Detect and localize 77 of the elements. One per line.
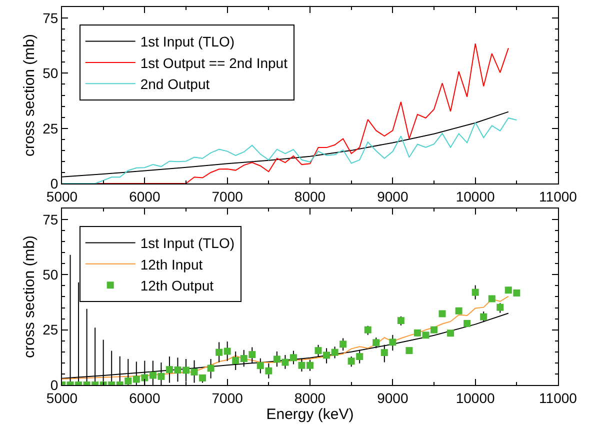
point <box>488 295 496 302</box>
point <box>256 362 264 370</box>
line-series <box>62 296 509 380</box>
x-tick-label: 6000 <box>129 188 160 204</box>
point <box>447 330 454 337</box>
legend-label: 1st Input (TLO) <box>140 34 235 50</box>
legend-label: 12th Input <box>140 256 203 272</box>
point <box>149 372 156 379</box>
y-tick-label: 25 <box>42 120 58 136</box>
point <box>298 362 306 369</box>
point <box>265 367 272 374</box>
x-tick-label: 9000 <box>377 390 408 406</box>
point <box>224 348 231 355</box>
point <box>190 368 198 376</box>
point <box>438 310 446 318</box>
point <box>356 353 364 360</box>
y-tick-label: 50 <box>42 65 58 82</box>
point <box>240 355 248 362</box>
y-tick-label: 75 <box>42 211 58 228</box>
x-tick-label: 7000 <box>212 390 244 406</box>
x-tick-label: 11000 <box>539 390 578 406</box>
y-axis-title: cross section (mb) <box>20 34 38 157</box>
point <box>273 356 280 363</box>
point <box>124 378 132 385</box>
point <box>348 358 355 365</box>
point <box>504 286 512 294</box>
x-tick-label: 10000 <box>456 390 496 406</box>
point <box>331 348 338 356</box>
legend-label: 1st Output == 2nd Input <box>140 54 288 71</box>
point <box>306 362 314 369</box>
legend-label: 12th Output <box>140 278 214 294</box>
point <box>282 358 289 366</box>
x-tick-label: 6000 <box>129 390 160 406</box>
point <box>414 329 421 336</box>
legend-label: 2nd Output <box>140 76 210 92</box>
point <box>182 366 190 374</box>
point <box>290 354 297 362</box>
point <box>132 376 140 383</box>
point <box>372 339 380 346</box>
x-tick-label: 8000 <box>294 390 326 406</box>
point <box>166 366 173 374</box>
point <box>397 317 404 324</box>
point <box>380 349 388 356</box>
x-tick-label: 11000 <box>539 188 578 204</box>
point <box>480 313 488 320</box>
point <box>455 307 462 314</box>
point <box>513 289 520 296</box>
point <box>406 347 413 354</box>
point <box>314 347 322 354</box>
line-series <box>62 117 518 184</box>
y-axis-title: cross section (mb) <box>20 235 38 358</box>
point <box>422 332 430 339</box>
point <box>364 326 372 334</box>
x-tick-label: 9000 <box>377 188 408 204</box>
point <box>464 320 471 327</box>
y-tick-label: 25 <box>42 322 58 338</box>
x-tick-label: 10000 <box>456 188 496 204</box>
point <box>323 352 330 359</box>
y-tick-label: 75 <box>42 10 58 26</box>
point <box>158 372 165 380</box>
point <box>207 364 214 372</box>
point <box>232 357 240 364</box>
y-tick-label: 50 <box>42 266 58 283</box>
point <box>216 348 223 356</box>
point <box>496 304 504 311</box>
x-tick-label: 7000 <box>212 188 244 204</box>
point <box>248 351 256 358</box>
point <box>174 366 182 374</box>
x-axis-title: Energy (keV) <box>266 406 354 423</box>
point <box>389 338 396 346</box>
x-tick-label: 8000 <box>294 188 326 204</box>
legend-label: 1st Input (TLO) <box>140 235 235 252</box>
point <box>199 374 206 382</box>
point <box>430 326 438 334</box>
point <box>472 288 479 296</box>
point <box>141 374 148 382</box>
point <box>340 340 347 348</box>
